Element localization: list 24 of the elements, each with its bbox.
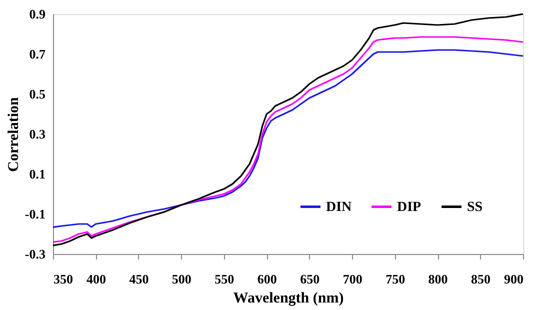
x-tick-label: 900 — [504, 272, 524, 286]
x-tick-label: 600 — [257, 272, 277, 286]
x-tick-label: 750 — [386, 272, 406, 286]
x-tick-label: 700 — [342, 272, 362, 286]
legend-label: SS — [467, 200, 483, 215]
y-tick-label: 0.9 — [29, 6, 46, 22]
x-tick-label: 450 — [129, 272, 149, 286]
y-tick-label: 0.3 — [29, 126, 46, 142]
legend-label: DIN — [326, 200, 352, 215]
x-tick-label: 850 — [471, 272, 491, 286]
x-tick-label: 350 — [54, 272, 73, 286]
y-axis-title: Correlation — [6, 96, 22, 172]
x-tick-label: 800 — [428, 272, 448, 286]
y-tick-label: 0.5 — [29, 86, 46, 102]
x-axis-title: Wavelength (nm) — [233, 290, 344, 306]
y-tick-label: -0.1 — [24, 206, 46, 222]
y-tick-label: 0.7 — [29, 46, 46, 62]
y-tick-label: -0.3 — [24, 246, 46, 262]
legend-label: DIP — [397, 200, 422, 215]
x-tick-label: 650 — [300, 272, 320, 286]
y-tick-label: 0.1 — [29, 166, 46, 182]
x-tick-label: 550 — [214, 272, 234, 286]
x-tick-label: 400 — [86, 272, 106, 286]
x-tick-label: 500 — [172, 272, 192, 286]
